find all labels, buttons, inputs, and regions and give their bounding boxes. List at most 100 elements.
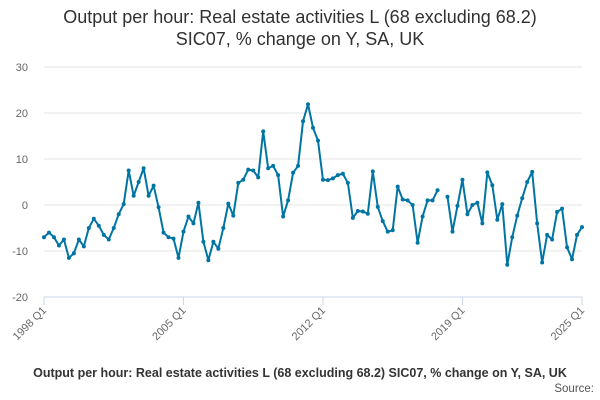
data-point[interactable] xyxy=(445,194,450,199)
data-point[interactable] xyxy=(415,240,420,245)
data-point[interactable] xyxy=(201,239,206,244)
data-point[interactable] xyxy=(320,177,325,182)
data-point[interactable] xyxy=(176,255,181,260)
data-point[interactable] xyxy=(166,235,171,240)
data-point[interactable] xyxy=(61,237,66,242)
data-point[interactable] xyxy=(226,201,231,206)
data-point[interactable] xyxy=(291,170,296,175)
data-point[interactable] xyxy=(116,212,121,217)
data-point[interactable] xyxy=(241,177,246,182)
data-point[interactable] xyxy=(340,171,345,176)
data-point[interactable] xyxy=(96,223,101,228)
data-point[interactable] xyxy=(510,235,515,240)
data-point[interactable] xyxy=(131,193,136,198)
data-point[interactable] xyxy=(490,183,495,188)
data-point[interactable] xyxy=(42,235,46,240)
data-point[interactable] xyxy=(570,257,575,262)
data-point[interactable] xyxy=(246,167,251,172)
data-point[interactable] xyxy=(271,163,276,168)
data-point[interactable] xyxy=(405,198,410,203)
data-point[interactable] xyxy=(171,236,176,241)
data-point[interactable] xyxy=(296,163,301,168)
data-point[interactable] xyxy=(231,213,236,218)
data-point[interactable] xyxy=(136,180,141,184)
data-point[interactable] xyxy=(236,180,241,185)
data-point[interactable] xyxy=(306,102,311,107)
data-point[interactable] xyxy=(365,211,370,216)
data-point[interactable] xyxy=(515,213,520,218)
data-point[interactable] xyxy=(410,203,415,207)
data-point[interactable] xyxy=(470,203,475,207)
data-point[interactable] xyxy=(81,244,86,249)
data-point[interactable] xyxy=(161,230,166,235)
data-point[interactable] xyxy=(460,177,465,182)
data-point[interactable] xyxy=(256,175,261,180)
data-point[interactable] xyxy=(500,202,505,207)
data-point[interactable] xyxy=(66,255,71,260)
data-point[interactable] xyxy=(191,221,196,226)
data-point[interactable] xyxy=(420,214,425,219)
data-point[interactable] xyxy=(425,198,430,203)
data-point[interactable] xyxy=(151,183,156,188)
data-point[interactable] xyxy=(565,245,570,250)
data-point[interactable] xyxy=(156,205,161,210)
data-point[interactable] xyxy=(186,214,191,219)
data-point[interactable] xyxy=(360,209,365,214)
data-point[interactable] xyxy=(76,237,81,242)
data-point[interactable] xyxy=(106,237,111,242)
data-point[interactable] xyxy=(181,229,186,234)
data-point[interactable] xyxy=(355,208,360,213)
data-point[interactable] xyxy=(196,200,201,205)
data-point[interactable] xyxy=(325,178,330,183)
data-point[interactable] xyxy=(91,216,96,221)
data-point[interactable] xyxy=(545,232,550,237)
data-point[interactable] xyxy=(385,229,390,234)
data-point[interactable] xyxy=(286,198,291,203)
data-point[interactable] xyxy=(485,170,490,175)
data-point[interactable] xyxy=(126,168,131,173)
data-point[interactable] xyxy=(455,203,460,208)
data-point[interactable] xyxy=(350,215,355,220)
data-point[interactable] xyxy=(495,217,500,222)
data-point[interactable] xyxy=(146,193,151,198)
data-point[interactable] xyxy=(111,226,116,230)
data-point[interactable] xyxy=(580,225,584,230)
data-point[interactable] xyxy=(315,138,320,143)
data-point[interactable] xyxy=(46,230,51,235)
data-point[interactable] xyxy=(560,206,565,211)
data-point[interactable] xyxy=(465,212,470,217)
data-point[interactable] xyxy=(335,173,340,178)
data-point[interactable] xyxy=(71,251,76,256)
data-point[interactable] xyxy=(550,237,555,242)
data-point[interactable] xyxy=(390,228,395,233)
data-point[interactable] xyxy=(345,180,350,185)
data-point[interactable] xyxy=(141,166,146,171)
data-point[interactable] xyxy=(540,260,545,265)
data-point[interactable] xyxy=(216,246,221,251)
data-point[interactable] xyxy=(520,196,525,201)
data-point[interactable] xyxy=(430,198,435,203)
data-point[interactable] xyxy=(86,226,91,230)
data-point[interactable] xyxy=(56,243,61,248)
data-point[interactable] xyxy=(266,166,271,171)
data-point[interactable] xyxy=(211,239,216,244)
data-point[interactable] xyxy=(251,168,256,173)
data-point[interactable] xyxy=(505,262,510,267)
data-point[interactable] xyxy=(400,197,405,202)
data-point[interactable] xyxy=(221,226,226,230)
data-point[interactable] xyxy=(370,169,375,174)
data-point[interactable] xyxy=(375,204,380,209)
data-point[interactable] xyxy=(450,229,455,234)
data-point[interactable] xyxy=(311,125,315,130)
data-point[interactable] xyxy=(535,221,540,226)
data-point[interactable] xyxy=(121,202,126,207)
data-point[interactable] xyxy=(51,235,56,240)
data-point[interactable] xyxy=(101,232,106,237)
data-point[interactable] xyxy=(435,188,440,193)
data-point[interactable] xyxy=(330,176,335,181)
data-point[interactable] xyxy=(281,214,286,219)
data-point[interactable] xyxy=(525,180,530,184)
data-point[interactable] xyxy=(380,219,385,224)
data-point[interactable] xyxy=(530,169,535,174)
data-point[interactable] xyxy=(261,129,266,134)
